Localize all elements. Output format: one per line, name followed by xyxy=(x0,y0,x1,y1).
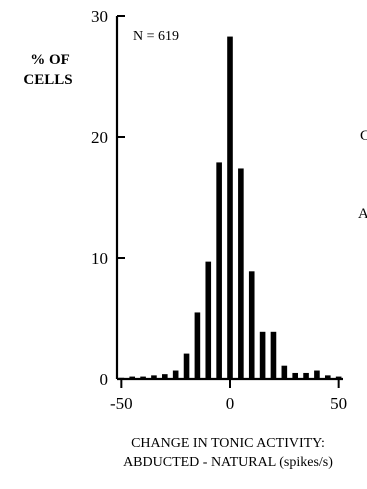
histogram-bar xyxy=(248,271,255,379)
x-tick-label: 50 xyxy=(330,394,347,413)
histogram-bar xyxy=(270,331,277,379)
histogram-bar xyxy=(216,162,222,379)
histogram-bar xyxy=(314,370,320,379)
histogram-bar xyxy=(227,36,233,379)
cutoff-letter-a: A xyxy=(358,206,367,222)
histogram-bar xyxy=(205,261,212,379)
histogram-bar xyxy=(335,376,342,379)
x-tick-label: 0 xyxy=(226,394,235,413)
x-tick-label: -50 xyxy=(110,394,133,413)
cutoff-letter-c: C xyxy=(360,128,367,144)
histogram-bar xyxy=(303,372,309,379)
histogram-bar xyxy=(151,375,157,379)
x-ticks-group: -50 0 50 xyxy=(110,379,347,413)
histogram-bar xyxy=(259,331,266,379)
x-axis-label-line-1: CHANGE IN TONIC ACTIVITY: xyxy=(131,436,325,451)
histogram-bar xyxy=(194,312,201,379)
histogram-bar xyxy=(238,168,244,379)
y-tick-label: 20 xyxy=(91,128,108,147)
y-tick-label: 30 xyxy=(91,7,108,26)
histogram-bar xyxy=(292,372,298,379)
histogram-bar xyxy=(129,376,136,379)
histogram-bar xyxy=(140,376,146,379)
histogram-bar xyxy=(281,365,288,379)
histogram-bar xyxy=(172,370,179,379)
y-axis-label-line-1: % OF xyxy=(30,52,70,68)
histogram-bar xyxy=(162,374,168,379)
x-axis-label-line-2: ABDUCTED - NATURAL (spikes/s) xyxy=(123,455,333,470)
histogram-bar xyxy=(324,375,331,379)
y-ticks-group: 0 10 20 30 xyxy=(91,7,125,389)
histogram-bar xyxy=(183,353,190,379)
sample-size-annotation: N = 619 xyxy=(133,29,179,44)
y-tick-label: 10 xyxy=(91,249,108,268)
y-tick-label: 0 xyxy=(100,370,109,389)
bars-group xyxy=(118,36,342,379)
y-axis-label-line-2: CELLS xyxy=(23,72,72,88)
